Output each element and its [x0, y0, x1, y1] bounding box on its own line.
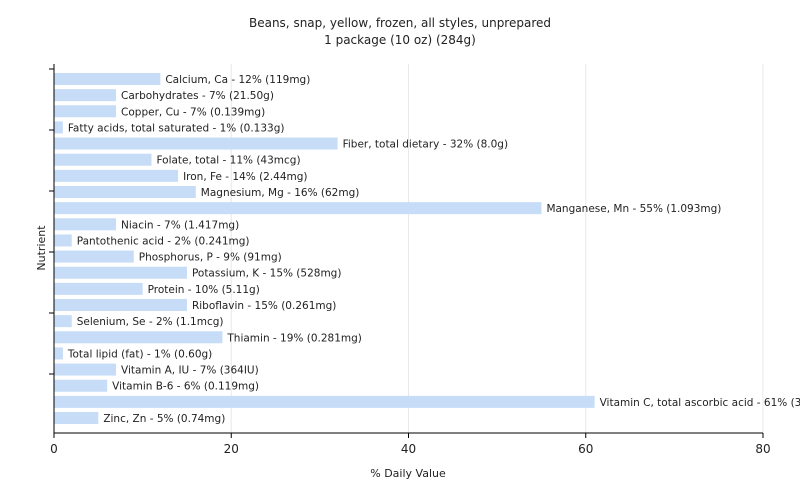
bar	[54, 315, 72, 328]
bar	[54, 234, 72, 247]
x-tick-labels: 0 20 40 60 80	[50, 442, 770, 456]
bar-label: Niacin - 7% (1.417mg)	[121, 219, 239, 231]
bar-label: Calcium, Ca - 12% (119mg)	[165, 74, 310, 86]
bar-label: Copper, Cu - 7% (0.139mg)	[121, 106, 265, 118]
x-tick-label: 20	[224, 442, 239, 456]
bar-label: Vitamin B-6 - 6% (0.119mg)	[112, 381, 259, 393]
x-tick-label: 0	[50, 442, 58, 456]
bar	[54, 186, 196, 198]
bar	[54, 347, 63, 360]
chart-subtitle: 1 package (10 oz) (284g)	[324, 33, 476, 47]
bar-label: Iron, Fe - 14% (2.44mg)	[183, 171, 307, 183]
bar	[54, 153, 152, 166]
bar	[54, 73, 161, 85]
x-tick-label: 80	[755, 442, 770, 456]
bar	[54, 379, 108, 392]
bar	[54, 137, 338, 150]
bar	[54, 282, 143, 295]
bar-label: Vitamin C, total ascorbic acid - 61% (36…	[600, 397, 800, 409]
bar-label: Folate, total - 11% (43mcg)	[156, 155, 300, 167]
bar-label: Fatty acids, total saturated - 1% (0.133…	[68, 122, 285, 134]
x-axis-label: % Daily Value	[370, 467, 446, 480]
bar-label: Total lipid (fat) - 1% (0.60g)	[67, 348, 212, 360]
bar	[54, 266, 187, 279]
y-axis-label: Nutrient	[35, 225, 48, 271]
bar-label: Magnesium, Mg - 16% (62mg)	[201, 187, 360, 199]
bar	[54, 89, 117, 102]
bar-label: Zinc, Zn - 5% (0.74mg)	[103, 413, 225, 425]
x-tick-label: 40	[401, 442, 416, 456]
bar-label: Fiber, total dietary - 32% (8.0g)	[343, 139, 508, 151]
bar-label: Vitamin A, IU - 7% (364IU)	[121, 365, 259, 377]
bar-label: Phosphorus, P - 9% (91mg)	[139, 252, 282, 264]
bar	[54, 105, 117, 118]
bar	[54, 218, 117, 231]
bar	[54, 363, 117, 376]
bar-label: Pantothenic acid - 2% (0.241mg)	[77, 235, 250, 247]
bar-label: Thiamin - 19% (0.281mg)	[226, 332, 362, 344]
bar-label: Riboflavin - 15% (0.261mg)	[192, 300, 336, 312]
axes	[49, 64, 764, 438]
bar	[54, 121, 63, 134]
gridlines	[230, 64, 764, 433]
x-tick-label: 60	[578, 442, 593, 456]
bar-label: Carbohydrates - 7% (21.50g)	[121, 90, 274, 102]
bar	[54, 169, 179, 182]
bar	[54, 202, 542, 215]
bar-label: Selenium, Se - 2% (1.1mcg)	[77, 316, 224, 328]
bar	[54, 395, 595, 408]
bar	[54, 250, 134, 263]
bar-label: Protein - 10% (5.11g)	[148, 284, 260, 296]
bar-label: Manganese, Mn - 55% (1.093mg)	[546, 203, 721, 215]
bar	[54, 299, 187, 311]
bar	[54, 412, 99, 424]
bar	[54, 331, 223, 344]
bars: Calcium, Ca - 12% (119mg) Carbohydrates -…	[54, 73, 800, 425]
chart-title: Beans, snap, yellow, frozen, all styles,…	[249, 16, 551, 30]
bar-label: Potassium, K - 15% (528mg)	[192, 268, 342, 280]
